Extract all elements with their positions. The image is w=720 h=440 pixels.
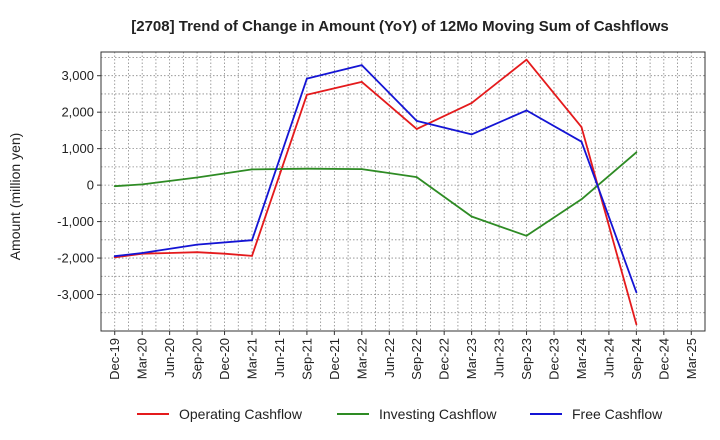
x-tick-label: Mar-20 bbox=[135, 338, 150, 379]
data-point-free-cashflow bbox=[635, 291, 638, 294]
x-tick-label: Sep-24 bbox=[629, 338, 644, 380]
data-point-investing-cashflow bbox=[360, 168, 363, 171]
data-point-free-cashflow bbox=[251, 239, 253, 242]
data-point-free-cashflow bbox=[306, 77, 308, 80]
x-tick-label: Mar-24 bbox=[574, 338, 589, 379]
data-point-operating-cashflow bbox=[223, 252, 226, 255]
data-point-investing-cashflow bbox=[470, 215, 473, 218]
data-point-operating-cashflow bbox=[251, 255, 253, 257]
x-tick-label: Jun-23 bbox=[492, 338, 507, 378]
x-tick-label: Sep-20 bbox=[190, 338, 205, 380]
grid bbox=[101, 52, 705, 331]
data-point-operating-cashflow bbox=[360, 81, 363, 83]
data-point-investing-cashflow bbox=[113, 185, 116, 188]
data-point-investing-cashflow bbox=[251, 168, 253, 171]
data-point-operating-cashflow bbox=[580, 126, 583, 128]
data-point-free-cashflow bbox=[196, 243, 199, 246]
plot-frame bbox=[100, 51, 706, 332]
y-tick-label: -1,000 bbox=[57, 214, 94, 229]
chart-title: [2708] Trend of Change in Amount (YoY) o… bbox=[131, 18, 669, 35]
data-point-free-cashflow bbox=[113, 255, 116, 258]
y-tick-label: -2,000 bbox=[57, 251, 94, 266]
x-tick-label: Dec-22 bbox=[437, 338, 452, 380]
y-tick-label: -3,000 bbox=[57, 287, 94, 302]
data-point-operating-cashflow bbox=[635, 323, 638, 326]
data-point-operating-cashflow bbox=[525, 58, 528, 61]
x-tick-label: Jun-21 bbox=[272, 338, 287, 378]
x-tick-label: Sep-22 bbox=[409, 338, 424, 380]
data-point-operating-cashflow bbox=[470, 102, 473, 104]
legend-label: Investing Cashflow bbox=[379, 406, 497, 422]
legend-item: Investing Cashflow bbox=[337, 406, 497, 422]
x-tick-label: Sep-23 bbox=[519, 338, 534, 380]
x-tick-label: Mar-22 bbox=[354, 338, 369, 379]
data-point-investing-cashflow bbox=[306, 167, 308, 170]
y-tick-label: 3,000 bbox=[61, 68, 94, 83]
x-tick-label: Jun-22 bbox=[382, 338, 397, 378]
x-tick-label: Dec-24 bbox=[656, 338, 671, 380]
data-point-free-cashflow bbox=[415, 120, 418, 122]
y-axis: -3,000 -2,000 -1,000 0 1,000 2,000 3,000 bbox=[57, 68, 101, 302]
data-point-investing-cashflow bbox=[525, 234, 528, 237]
legend-label: Free Cashflow bbox=[572, 406, 663, 422]
legend: Operating Cashflow Investing Cashflow Free… bbox=[137, 406, 663, 422]
legend-item: Operating Cashflow bbox=[137, 406, 303, 422]
x-axis: Dec-19 Mar-20 Jun-20 Sep-20 Dec-20 Mar-21 Jun-… bbox=[107, 331, 699, 380]
x-tick-label: Mar-23 bbox=[464, 338, 479, 379]
y-axis-label: Amount (million yen) bbox=[7, 133, 23, 261]
x-tick-label: Mar-25 bbox=[684, 338, 699, 379]
data-point-investing-cashflow bbox=[415, 176, 418, 179]
x-tick-label: Jun-20 bbox=[162, 338, 177, 378]
x-tick-label: Dec-21 bbox=[327, 338, 342, 380]
x-tick-label: Jun-24 bbox=[601, 338, 616, 378]
data-point-operating-cashflow bbox=[415, 128, 418, 130]
y-tick-label: 0 bbox=[87, 178, 94, 193]
x-tick-label: Dec-19 bbox=[107, 338, 122, 380]
x-tick-label: Mar-21 bbox=[245, 338, 260, 379]
data-point-free-cashflow bbox=[525, 109, 528, 112]
x-tick-label: Dec-23 bbox=[547, 338, 562, 380]
legend-item: Free Cashflow bbox=[530, 406, 663, 422]
data-point-investing-cashflow bbox=[635, 151, 638, 154]
data-point-investing-cashflow bbox=[141, 183, 144, 186]
data-point-operating-cashflow bbox=[196, 251, 199, 254]
y-tick-label: 1,000 bbox=[61, 141, 94, 156]
x-tick-label: Sep-21 bbox=[299, 338, 314, 380]
data-point-free-cashflow bbox=[360, 64, 363, 66]
data-point-free-cashflow bbox=[470, 133, 473, 136]
data-point-free-cashflow bbox=[141, 252, 144, 254]
data-point-free-cashflow bbox=[580, 140, 583, 143]
y-tick-label: 2,000 bbox=[61, 105, 94, 120]
legend-label: Operating Cashflow bbox=[179, 406, 303, 422]
x-tick-label: Dec-20 bbox=[217, 338, 232, 380]
data-point-operating-cashflow bbox=[168, 252, 171, 254]
data-point-investing-cashflow bbox=[580, 198, 583, 201]
data-point-investing-cashflow bbox=[196, 176, 199, 179]
series-lines bbox=[113, 58, 638, 326]
data-point-operating-cashflow bbox=[306, 93, 308, 96]
